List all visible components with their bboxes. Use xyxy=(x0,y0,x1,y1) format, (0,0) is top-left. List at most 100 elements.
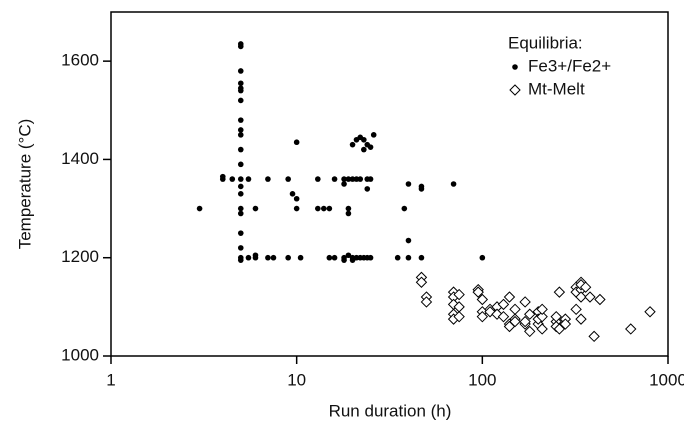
circle-point xyxy=(315,176,321,182)
diamond-point xyxy=(503,291,516,303)
diamond-point xyxy=(575,313,587,325)
circle-point xyxy=(285,254,291,261)
diamond-point xyxy=(553,323,566,335)
diamond-point xyxy=(536,323,548,335)
circle-point xyxy=(237,205,244,212)
circle-point xyxy=(265,176,271,182)
circle-point xyxy=(345,252,352,259)
circle-point xyxy=(219,176,226,182)
circle-point xyxy=(237,80,244,87)
x-tick-label: 10 xyxy=(287,370,306,389)
circle-point xyxy=(405,254,412,261)
circle-point xyxy=(293,195,300,202)
diamond-point xyxy=(536,310,548,323)
diamond-point xyxy=(497,298,510,311)
diamond-point xyxy=(509,315,521,328)
circle-point xyxy=(341,176,347,182)
circle-point xyxy=(285,176,291,182)
circle-point xyxy=(418,183,425,190)
circle-point xyxy=(405,237,412,244)
circle-point xyxy=(401,205,408,212)
circle-point xyxy=(370,132,377,138)
diamond-point xyxy=(453,288,465,301)
circle-point xyxy=(331,176,338,182)
circle-point xyxy=(367,254,374,261)
circle-point xyxy=(297,254,304,261)
circle-point xyxy=(364,186,371,192)
circle-point xyxy=(479,254,486,261)
circle-point xyxy=(237,161,244,168)
circle-point xyxy=(237,97,244,104)
legend-title: Equilibria: xyxy=(508,33,583,52)
y-tick-label: 1000 xyxy=(61,345,99,364)
circle-point xyxy=(237,117,244,123)
circle-point xyxy=(237,257,244,263)
circle-point xyxy=(394,254,401,261)
circle-point xyxy=(349,176,356,182)
circle-point xyxy=(367,176,374,182)
diamond-point xyxy=(476,293,489,306)
circle-point xyxy=(357,176,364,182)
circle-point xyxy=(229,176,236,182)
diamond-point xyxy=(594,293,606,306)
diamond-point xyxy=(509,84,521,96)
circle-point xyxy=(237,191,244,197)
circle-point xyxy=(237,68,244,74)
circle-point xyxy=(237,210,244,217)
circle-point xyxy=(245,176,252,182)
circle-point xyxy=(315,205,321,212)
diamond-point xyxy=(420,296,433,308)
circle-point xyxy=(252,252,259,259)
circle-point xyxy=(237,132,244,138)
legend-label: Fe3+/Fe2+ xyxy=(528,56,611,75)
diamond-point xyxy=(570,303,582,316)
circle-point xyxy=(326,254,333,261)
circle-point xyxy=(245,254,252,261)
diamond-point xyxy=(476,310,489,323)
diamond-point xyxy=(584,291,596,303)
legend-label: Mt-Melt xyxy=(528,79,585,98)
diamond-point xyxy=(625,323,637,335)
circle-point xyxy=(320,205,327,212)
diamond-point xyxy=(559,318,572,330)
circle-point xyxy=(512,64,518,70)
circle-point xyxy=(367,144,374,150)
circle-point xyxy=(326,205,333,212)
circle-point xyxy=(270,254,277,261)
circle-point xyxy=(237,176,244,182)
circle-point xyxy=(345,205,352,212)
circle-point xyxy=(289,191,296,197)
diamond-point xyxy=(536,303,548,316)
diamond-point xyxy=(472,286,484,298)
diamond-point xyxy=(415,276,428,288)
x-tick-label: 1 xyxy=(106,370,115,389)
circle-point xyxy=(361,146,367,153)
x-tick-label: 100 xyxy=(468,370,496,389)
circle-point xyxy=(293,139,300,146)
circle-point xyxy=(405,181,412,187)
y-axis-title: Temperature (°C) xyxy=(15,119,34,250)
circle-point xyxy=(361,136,367,143)
diamond-point xyxy=(575,291,587,303)
y-tick-label: 1600 xyxy=(61,51,99,70)
circle-point xyxy=(237,230,244,236)
circle-point xyxy=(237,87,244,94)
diamond-point xyxy=(550,310,562,323)
diamond-point xyxy=(588,330,600,343)
diamond-point xyxy=(509,303,521,316)
circle-point xyxy=(345,176,352,182)
diamond-point xyxy=(644,306,656,318)
circle-point xyxy=(418,254,425,261)
diamond-point xyxy=(519,296,531,308)
circle-point xyxy=(237,146,244,153)
circle-point xyxy=(345,210,352,217)
diamond-point xyxy=(553,286,566,298)
diamond-point xyxy=(524,308,536,320)
circle-point xyxy=(237,245,244,251)
circle-point xyxy=(331,254,338,261)
circle-point xyxy=(265,254,271,261)
circle-point xyxy=(293,205,300,212)
diamond-point xyxy=(524,325,536,338)
circle-point xyxy=(450,181,457,187)
